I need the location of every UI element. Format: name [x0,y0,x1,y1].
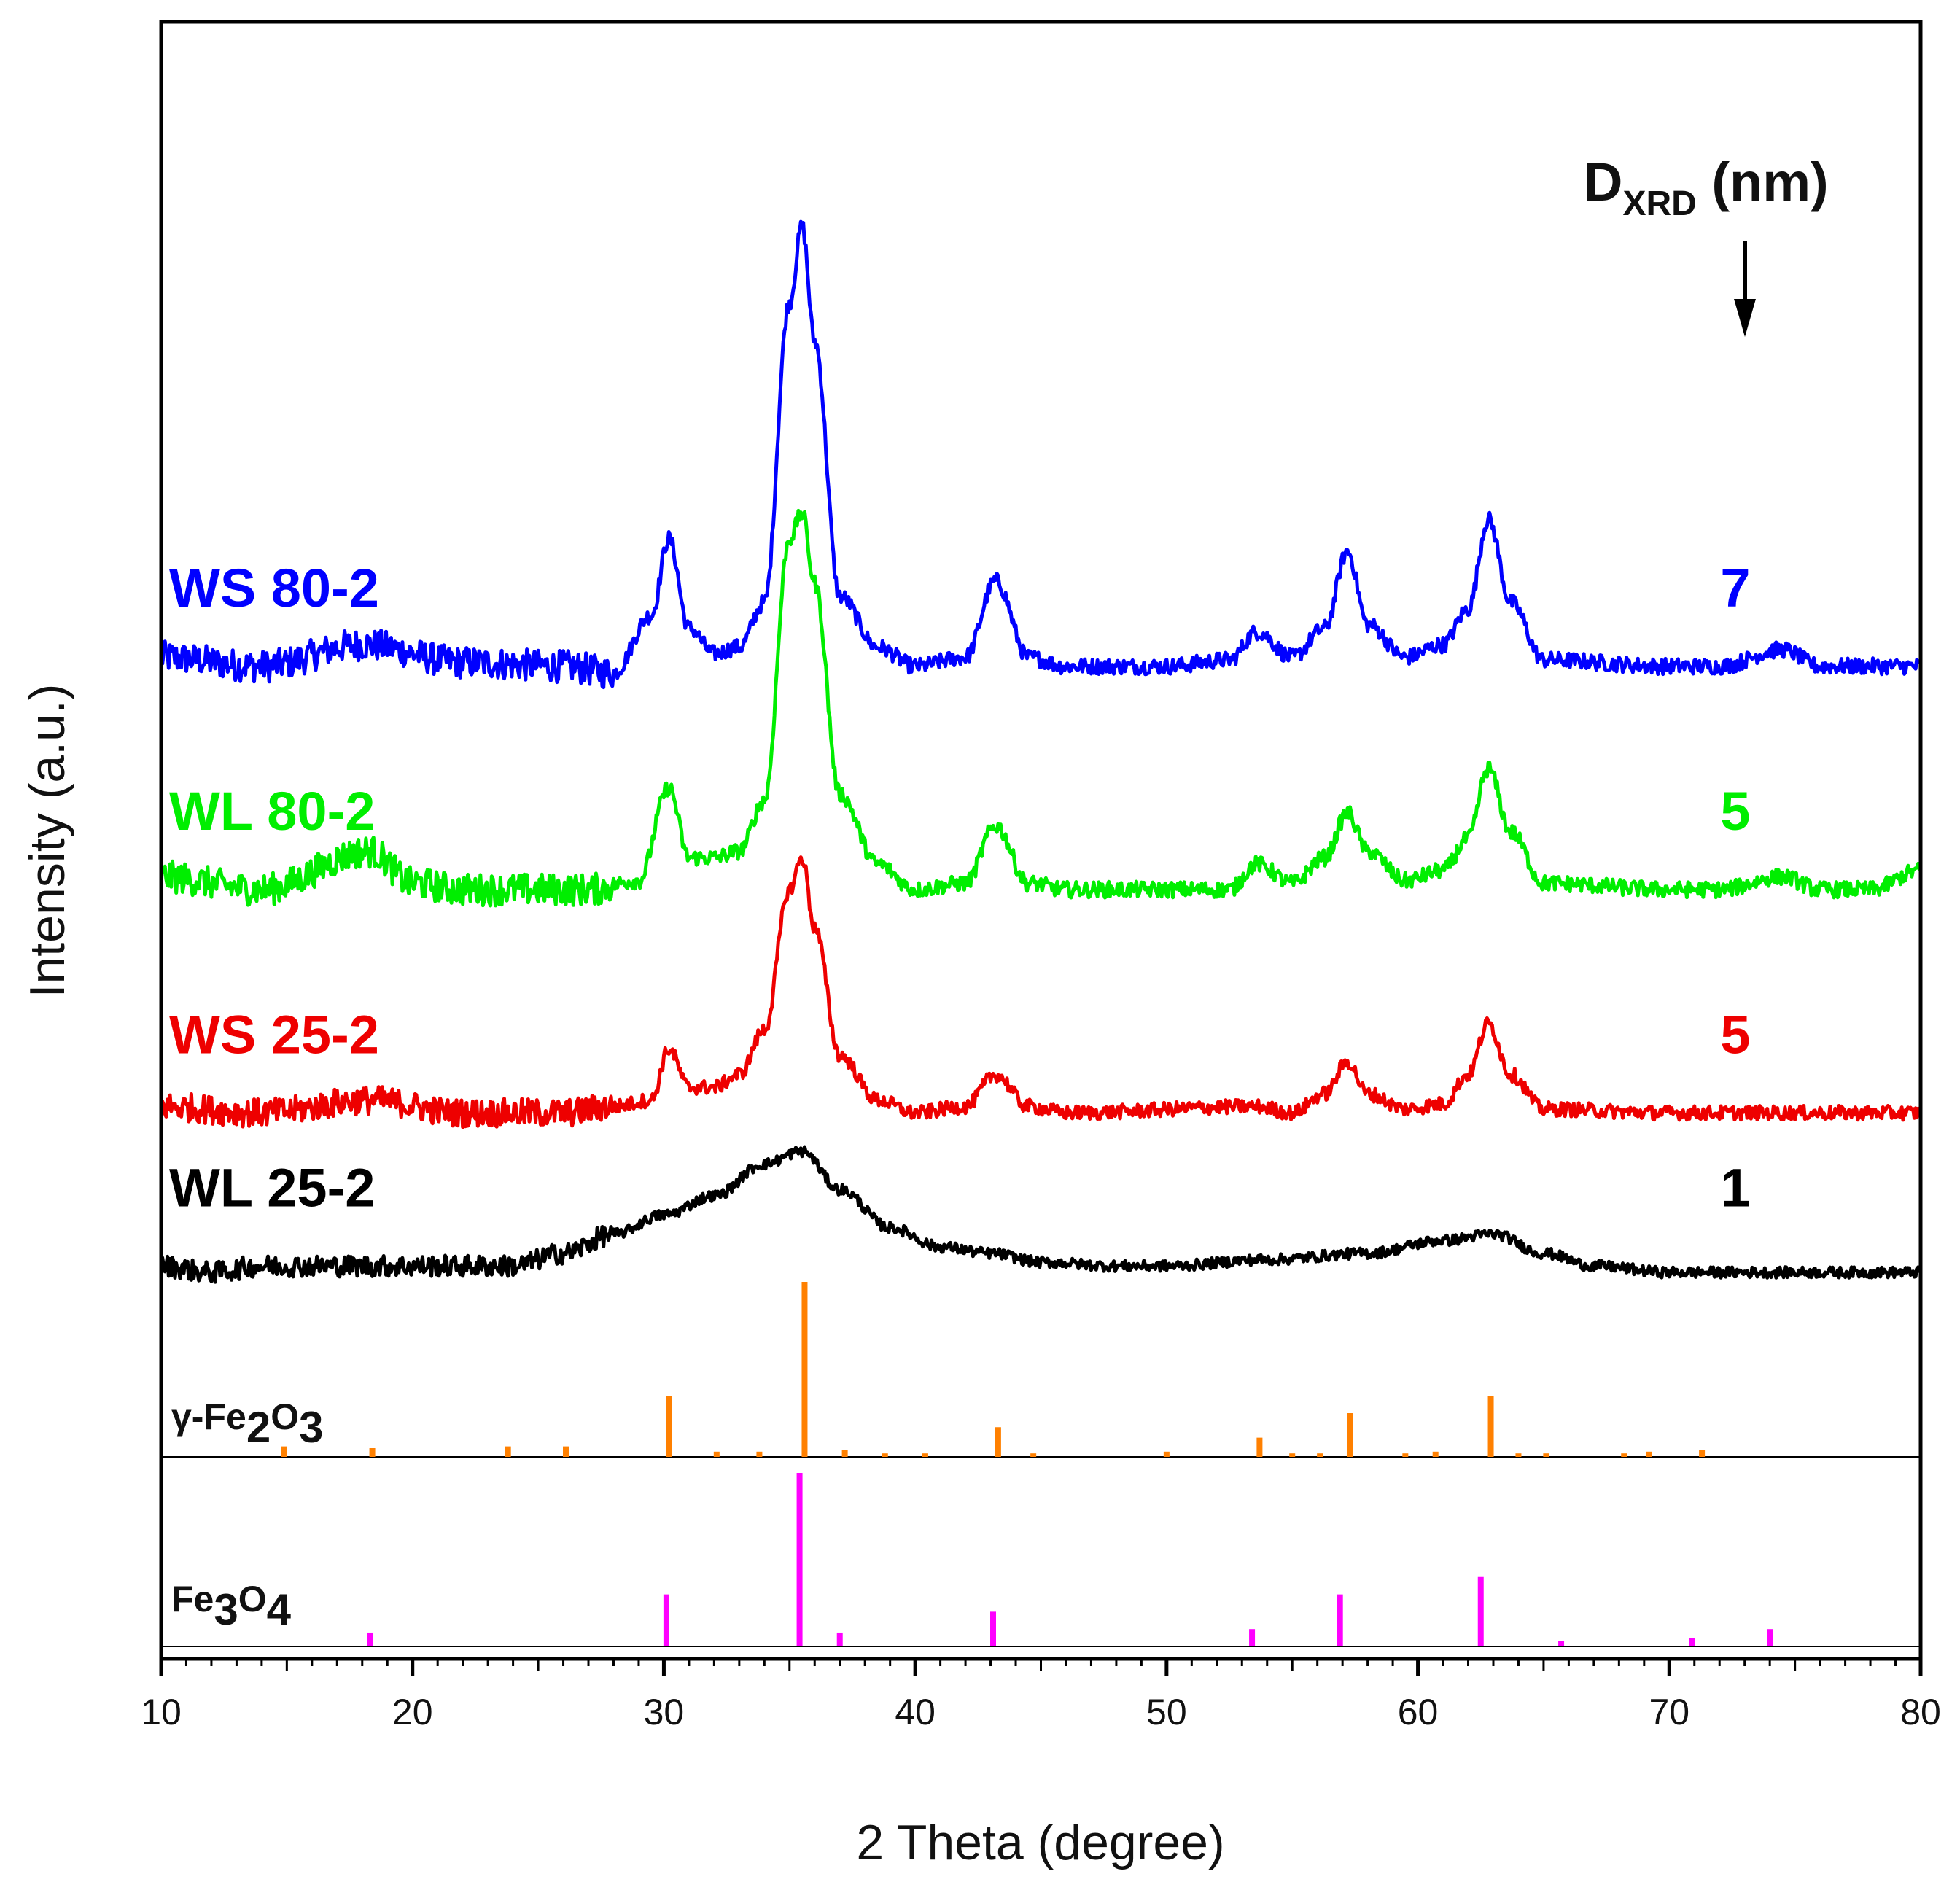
series-label: WS 80-2 [169,558,379,618]
reference-label: Fe3O4 [171,1579,292,1634]
dxrd-value: 7 [1720,558,1750,618]
reference-label: γ-Fe2O3 [171,1396,323,1452]
y-axis-title: Intensity (a.u.) [20,684,75,998]
dxrd-value: 1 [1720,1157,1750,1218]
series-traces [159,219,1923,1284]
dxrd-value: 5 [1720,781,1750,841]
series-labels: WS 80-2 WL 80-2 WS 25-2 WL 25-2 [169,558,379,1218]
x-axis-title: 2 Theta (degree) [856,1815,1224,1870]
x-tick-label: 60 [1398,1692,1439,1732]
series-line [159,508,1922,908]
x-tick-label: 10 [141,1692,182,1732]
series-label: WL 80-2 [169,781,375,841]
dxrd-value: 5 [1720,1004,1750,1065]
dxrd-arrow [1734,241,1756,337]
x-tick-label: 30 [644,1692,685,1732]
x-tick-label: 40 [895,1692,936,1732]
x-tick-label: 20 [392,1692,433,1732]
plot-frame [159,20,1923,1661]
series-line [159,1145,1922,1284]
x-tick-label: 50 [1146,1692,1187,1732]
x-tick-label: 80 [1900,1692,1941,1732]
series-label: WS 25-2 [169,1004,379,1065]
series-label: WL 25-2 [169,1157,375,1218]
x-tick-label: 70 [1649,1692,1689,1732]
series-line [160,855,1923,1129]
dxrd-header: DXRD (nm) [1584,152,1829,223]
x-axis-ticks: 10 20 30 40 50 60 70 80 [141,1659,1941,1732]
dxrd-values: 7 5 5 1 [1720,558,1750,1218]
series-line [159,219,1921,690]
reference-panels: γ-Fe2O3 Fe3O4 [161,1282,1921,1647]
